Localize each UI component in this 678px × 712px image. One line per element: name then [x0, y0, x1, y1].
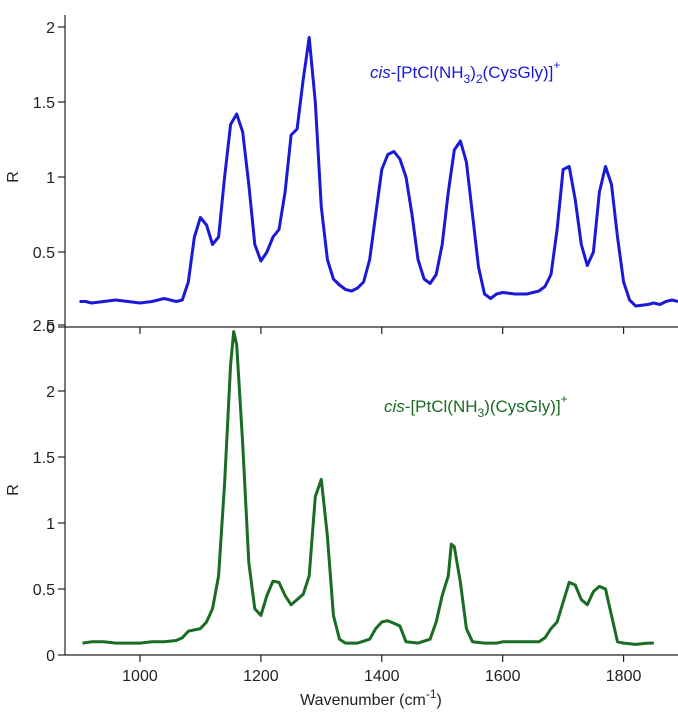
- y-tick-label: 0: [46, 320, 55, 337]
- annotation-part: cis: [370, 63, 391, 82]
- x-tick-label: 1600: [485, 668, 521, 685]
- annotation-part: 3: [464, 72, 471, 86]
- annotation-part: ): [470, 63, 476, 82]
- annotation-part: 3: [478, 406, 485, 420]
- y-axis-label: R: [5, 171, 22, 183]
- y-tick-label: 0: [46, 648, 55, 665]
- x-tick-label: 1000: [122, 668, 158, 685]
- annotation: cis-[PtCl(NH3)(CysGly)]+: [384, 392, 568, 420]
- annotation: cis-[PtCl(NH3)2(CysGly)]+: [370, 58, 560, 86]
- annotation-part: cis: [384, 397, 405, 416]
- annotation-part: -[PtCl(NH: [405, 397, 478, 416]
- y-tick-label: 1.5: [33, 450, 55, 467]
- x-axis-label-part: ): [437, 692, 442, 709]
- data-line: [79, 36, 678, 308]
- x-axis-label: Wavenumber (cm-1): [300, 687, 442, 709]
- y-tick-label: 1.5: [33, 95, 55, 112]
- y-tick-label: 2: [46, 384, 55, 401]
- x-tick-label: 1400: [364, 668, 400, 685]
- y-tick-label: 1: [46, 170, 55, 187]
- annotation-part: )(CysGly)]: [484, 397, 560, 416]
- data-line: [82, 330, 654, 646]
- x-tick-label: 1200: [243, 668, 279, 685]
- y-tick-label: 0.5: [33, 582, 55, 599]
- annotation-part: -[PtCl(NH: [391, 63, 464, 82]
- y-tick-label: 0.5: [33, 245, 55, 262]
- annotation-part: 2: [476, 72, 483, 86]
- y-tick-label: 2: [46, 20, 55, 37]
- annotation-part: +: [561, 392, 568, 406]
- annotation-part: (CysGly)]: [483, 63, 554, 82]
- y-axis-label: R: [5, 484, 22, 496]
- x-axis-label-part: -1: [426, 687, 437, 701]
- y-tick-label: 1: [46, 516, 55, 533]
- x-axis-label-part: Wavenumber (cm: [300, 692, 426, 709]
- x-tick-label: 1800: [606, 668, 642, 685]
- annotation-part: +: [553, 58, 560, 72]
- y-tick-label: 2.5: [33, 318, 55, 335]
